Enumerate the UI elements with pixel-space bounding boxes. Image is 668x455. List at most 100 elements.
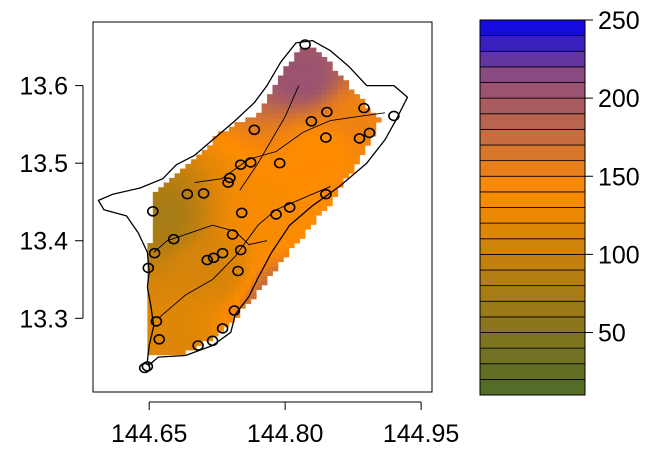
surface-cell — [239, 177, 246, 183]
surface-cell — [163, 243, 170, 249]
surface-cell — [174, 331, 181, 337]
surface-cell — [299, 201, 306, 207]
surface-cell — [223, 229, 230, 235]
surface-cell — [310, 149, 317, 156]
surface-cell — [250, 187, 257, 193]
surface-cell — [218, 294, 224, 300]
surface-cell — [310, 80, 317, 86]
surface-cell — [337, 145, 344, 151]
surface-cell — [261, 270, 268, 277]
surface-cell — [218, 159, 224, 165]
surface-cell — [180, 210, 186, 216]
surface-cell — [343, 122, 350, 128]
surface-cell — [326, 196, 333, 202]
surface-cell — [228, 298, 235, 304]
surface-cell — [174, 270, 181, 277]
surface-cell — [261, 247, 268, 253]
surface-cell — [228, 229, 235, 235]
surface-cell — [310, 70, 317, 76]
surface-cell — [250, 201, 257, 207]
surface-cell — [305, 163, 311, 169]
surface-cell — [267, 112, 273, 118]
surface-cell — [310, 103, 317, 109]
surface-cell — [299, 210, 306, 216]
surface-cell — [212, 294, 219, 300]
surface-cell — [190, 270, 197, 277]
surface-cell — [288, 108, 295, 114]
surface-cell — [315, 56, 322, 62]
surface-cell — [228, 145, 235, 151]
surface-cell — [212, 173, 219, 179]
surface-cell — [185, 219, 192, 225]
surface-cell — [256, 210, 262, 216]
surface-cell — [283, 247, 290, 253]
surface-cell — [256, 117, 262, 123]
surface-cell — [277, 140, 284, 146]
surface-cell — [310, 61, 317, 67]
surface-cell — [218, 266, 224, 272]
surface-cell — [337, 75, 344, 81]
surface-cell — [321, 191, 328, 197]
surface-cell — [337, 173, 344, 179]
surface-cell — [174, 252, 181, 258]
surface-cell — [288, 154, 295, 160]
surface-cell — [305, 47, 311, 53]
surface-cell — [305, 187, 311, 193]
surface-cell — [239, 145, 246, 151]
surface-cell — [294, 187, 301, 193]
surface-cell — [212, 205, 219, 211]
surface-cell — [310, 173, 317, 179]
surface-cell — [343, 154, 350, 160]
surface-cell — [223, 261, 230, 267]
surface-cell — [310, 136, 317, 142]
y-tick-label: 13.5 — [19, 150, 68, 178]
surface-cell — [326, 140, 333, 146]
surface-cell — [201, 196, 208, 202]
surface-cell — [174, 177, 181, 183]
surface-cell — [158, 298, 165, 304]
surface-cell — [364, 122, 371, 128]
surface-cell — [256, 149, 262, 156]
surface-cell — [212, 154, 219, 160]
surface-cell — [277, 243, 284, 249]
surface-cell — [212, 201, 219, 207]
surface-cell — [239, 191, 246, 197]
surface-cell — [196, 243, 203, 249]
surface-cell — [234, 280, 241, 286]
surface-cell — [228, 243, 235, 249]
surface-cell — [288, 224, 295, 230]
surface-cell — [256, 187, 262, 193]
surface-cell — [212, 187, 219, 193]
surface-cell — [321, 201, 328, 207]
surface-cell — [348, 126, 355, 132]
surface-cell — [207, 266, 214, 272]
surface-cell — [267, 219, 273, 225]
surface-cell — [196, 238, 203, 244]
surface-cell — [174, 294, 181, 300]
surface-cell — [315, 84, 322, 90]
surface-cell — [250, 136, 257, 142]
surface-cell — [158, 350, 165, 356]
y-tick-label: 13.4 — [19, 228, 68, 256]
surface-cell — [272, 182, 279, 188]
surface-cell — [223, 243, 230, 249]
surface-cell — [147, 322, 154, 328]
surface-cell — [190, 210, 197, 216]
surface-cell — [223, 205, 230, 211]
surface-cell — [326, 191, 333, 197]
surface-cell — [250, 280, 257, 286]
surface-cell — [152, 233, 159, 239]
surface-cell — [343, 112, 350, 118]
surface-cell — [228, 238, 235, 244]
surface-cell — [245, 289, 252, 295]
surface-cell — [223, 191, 230, 197]
surface-cell — [354, 154, 360, 160]
surface-cell — [305, 149, 311, 156]
surface-cell — [272, 266, 279, 272]
colorbar-bin — [479, 332, 586, 349]
surface-cell — [201, 205, 208, 211]
surface-cell — [185, 289, 192, 295]
surface-cell — [163, 182, 170, 188]
surface-cell — [201, 303, 208, 309]
surface-cell — [332, 94, 339, 100]
